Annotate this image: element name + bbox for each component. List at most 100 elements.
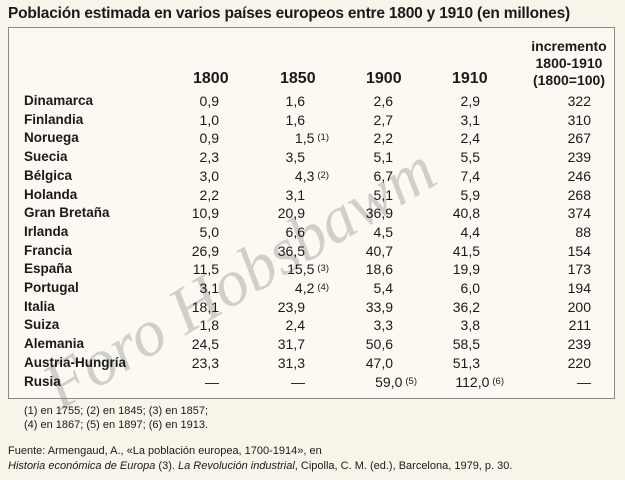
cell-value: 2,7 (373, 111, 393, 128)
cell-value: — (291, 373, 305, 390)
table-row: Rusia — — 59,0 (5) 112,0 (6) — (0, 373, 625, 391)
cell-v1800: 18,1 (192, 298, 219, 316)
cell-value: 3,3 (373, 317, 393, 334)
cell-value: 6,6 (285, 223, 305, 240)
country-name: España (24, 261, 73, 277)
header-increment-line1: incremento (531, 38, 607, 54)
table-row: Suecia 2,3 3,5 5,1 5,5 239 (0, 148, 625, 166)
cell-v1850: 31,3 (278, 354, 305, 372)
cell-v1800: 0,9 (200, 129, 219, 147)
table-row: España 11,5 15,5 (3) 18,6 19,9 173 (0, 260, 625, 278)
cell-inc: 322 (568, 92, 591, 110)
cell-value: 20,9 (277, 205, 305, 222)
cell-value: 3,1 (285, 186, 305, 203)
cell-v1910: 40,8 (453, 204, 480, 222)
cell-v1910: 7,4 (461, 167, 480, 185)
cell-inc: 310 (568, 111, 591, 129)
footnote-line2: (4) en 1867; (5) en 1897; (6) en 1913. (24, 419, 209, 431)
country-name: Noruega (24, 130, 79, 146)
cell-value: 18,1 (191, 298, 219, 315)
cell-inc: 268 (568, 186, 591, 204)
cell-value: 40,8 (452, 205, 480, 222)
cell-value: 2,2 (373, 130, 393, 147)
cell-v1850: 23,9 (278, 298, 305, 316)
cell-value: 2,3 (199, 149, 219, 166)
cell-value: 268 (567, 186, 591, 203)
table-title: Población estimada en varios países euro… (8, 5, 570, 22)
cell-value: 2,4 (460, 130, 480, 147)
cell-value: 36,5 (277, 242, 305, 259)
cell-value: 173 (567, 261, 591, 278)
cell-v1800: 10,9 (192, 204, 219, 222)
cell-v1900: 36,9 (366, 204, 393, 222)
cell-value: 41,5 (452, 242, 480, 259)
cell-value: 211 (568, 317, 591, 334)
cell-footnote-ref: (5) (405, 375, 417, 387)
cell-value: 36,2 (452, 298, 480, 315)
source-volume-title: La Revolución industrial (177, 460, 295, 472)
country-name: Holanda (24, 186, 78, 202)
cell-v1850: 4,3 (2) (295, 167, 329, 185)
cell-value: 51,3 (452, 354, 480, 371)
cell-value: 4,5 (373, 223, 393, 240)
cell-value: — (577, 373, 591, 390)
cell-v1800: 1,8 (200, 316, 219, 334)
cell-v1850: 1,6 (286, 111, 305, 129)
cell-inc: 239 (568, 148, 591, 166)
cell-value: 26,9 (191, 242, 219, 259)
cell-value: 154 (567, 242, 591, 259)
country-name: Rusia (24, 373, 61, 389)
cell-v1910: 51,3 (453, 354, 480, 372)
cell-footnote-ref: (2) (317, 169, 329, 181)
cell-v1900: 2,7 (374, 111, 393, 129)
cell-v1900: 59,0 (5) (375, 373, 417, 391)
cell-v1800: 24,5 (192, 335, 219, 353)
cell-value: 2,2 (199, 186, 219, 203)
cell-value: 2,6 (373, 93, 393, 109)
cell-value: 374 (567, 205, 591, 222)
header-1800: 1800 (193, 70, 229, 87)
cell-v1850: 6,6 (286, 223, 305, 241)
cell-v1900: 5,4 (374, 279, 393, 297)
cell-v1850: 1,6 (286, 92, 305, 110)
cell-v1900: 50,6 (366, 335, 393, 353)
cell-v1800: 3,0 (200, 167, 219, 185)
cell-v1900: 18,6 (366, 260, 393, 278)
country-name: Portugal (24, 280, 79, 295)
source-book-title: Historia económica de Europa (8, 460, 156, 472)
cell-v1850: 36,5 (278, 242, 305, 260)
source-line2: Historia económica de Europa (3). La Rev… (8, 459, 512, 474)
table-row: Bélgica 3,0 4,3 (2) 6,7 7,4 246 (0, 167, 625, 185)
cell-value: 1,0 (199, 111, 219, 128)
country-name: Bélgica (24, 167, 73, 183)
table-row: Francia 26,9 36,5 40,7 41,5 154 (0, 242, 625, 260)
cell-v1850: 2,4 (286, 316, 305, 334)
country-name: Suecia (24, 149, 68, 165)
cell-v1800: 11,5 (193, 260, 219, 278)
country-name: Alemania (24, 336, 85, 352)
cell-v1800: 0,9 (200, 92, 219, 110)
cell-value: 5,0 (199, 223, 219, 240)
country-name: Italia (24, 298, 55, 314)
cell-v1910: 58,5 (453, 335, 480, 353)
cell-inc: 194 (568, 279, 591, 297)
cell-value: 31,7 (277, 336, 305, 353)
cell-v1910: 5,9 (461, 186, 480, 204)
cell-inc: 211 (569, 316, 591, 334)
cell-v1910: 41,5 (453, 242, 480, 260)
cell-v1850: — (291, 373, 305, 391)
cell-value: — (205, 373, 219, 390)
cell-v1800: 3,1 (200, 279, 219, 297)
cell-value: 5,5 (460, 149, 480, 166)
table-row: Portugal 3,1 4,2 (4) 5,4 6,0 194 (0, 279, 625, 297)
header-increment: incremento 1800-1910 (1800=100) (523, 38, 615, 89)
cell-value: 267 (567, 130, 591, 147)
table-row: Noruega 0,9 1,5 (1) 2,2 2,4 267 (0, 129, 625, 147)
cell-v1800: 1,0 (200, 111, 219, 129)
cell-value: 3,5 (285, 149, 305, 166)
cell-v1900: 3,3 (374, 316, 393, 334)
cell-value: 5,9 (460, 186, 480, 203)
cell-value: 1,6 (285, 111, 305, 128)
cell-inc: 88 (575, 223, 591, 241)
cell-value: 47,0 (365, 354, 393, 371)
